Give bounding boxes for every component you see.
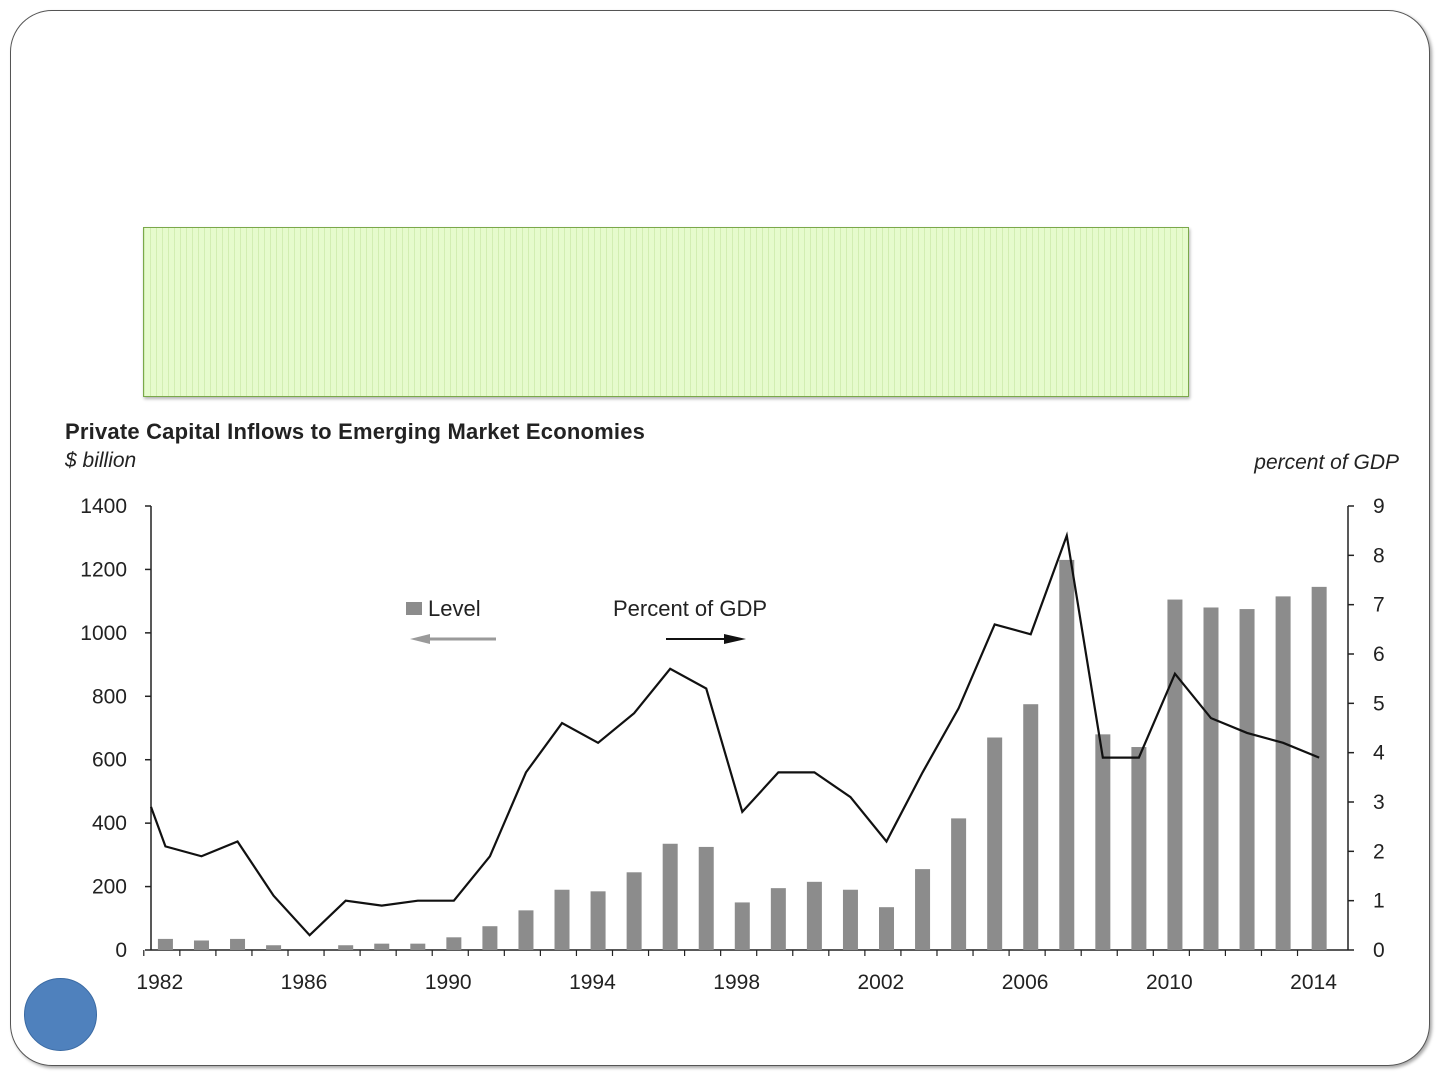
level-bar bbox=[374, 943, 390, 950]
x-axis-tick-label: 2006 bbox=[1002, 971, 1049, 994]
x-axis-tick-label: 2014 bbox=[1290, 971, 1337, 994]
level-bar bbox=[590, 891, 606, 950]
level-bar bbox=[662, 843, 678, 950]
level-bar bbox=[1167, 599, 1183, 950]
level-bar bbox=[1311, 586, 1327, 950]
slide-frame bbox=[10, 10, 1430, 1066]
gdp-line bbox=[149, 531, 1320, 937]
slide-title-placeholder[interactable] bbox=[143, 227, 1189, 397]
left-axis-tick-label: 800 bbox=[92, 685, 127, 708]
level-bar bbox=[193, 940, 209, 950]
right-axis-tick-label: 7 bbox=[1373, 594, 1385, 617]
left-axis-tick-label: 0 bbox=[115, 939, 127, 962]
level-bar bbox=[266, 945, 282, 950]
level-bar bbox=[951, 818, 967, 950]
left-axis-tick-label: 1200 bbox=[80, 558, 127, 581]
right-axis-tick-label: 0 bbox=[1373, 939, 1385, 962]
level-bar bbox=[338, 945, 354, 950]
level-bar bbox=[1275, 596, 1291, 950]
legend-level-label: Level bbox=[428, 596, 481, 621]
right-axis-tick-label: 6 bbox=[1373, 643, 1385, 666]
level-bar bbox=[987, 737, 1003, 950]
level-bar bbox=[806, 881, 822, 950]
level-bar bbox=[446, 937, 462, 950]
chart-title: Private Capital Inflows to Emerging Mark… bbox=[65, 419, 646, 444]
x-axis-tick-label: 2010 bbox=[1146, 971, 1193, 994]
x-axis-tick-label: 1998 bbox=[713, 971, 760, 994]
level-bar bbox=[410, 943, 426, 950]
left-axis-tick-label: 1400 bbox=[80, 495, 127, 518]
left-axis-tick-label: 1000 bbox=[80, 622, 127, 645]
legend-left-arrow-icon bbox=[410, 634, 496, 644]
slide-number-badge bbox=[24, 978, 97, 1051]
level-bar bbox=[1095, 734, 1111, 950]
level-bar bbox=[554, 889, 570, 950]
level-bar bbox=[770, 888, 786, 950]
level-bar bbox=[1203, 607, 1219, 950]
x-axis-tick-label: 2002 bbox=[858, 971, 905, 994]
level-bar bbox=[518, 910, 534, 950]
level-bar bbox=[230, 938, 246, 950]
legend-right-arrow-icon bbox=[666, 634, 746, 644]
right-axis-tick-label: 4 bbox=[1373, 742, 1385, 765]
right-axis-tick-label: 5 bbox=[1373, 692, 1385, 715]
level-bar bbox=[734, 902, 750, 950]
right-axis-unit: percent of GDP bbox=[1254, 451, 1399, 474]
level-bar bbox=[842, 889, 858, 950]
x-axis-tick-label: 1990 bbox=[425, 971, 472, 994]
level-bar bbox=[1239, 609, 1255, 950]
level-bar bbox=[626, 872, 642, 950]
level-bar bbox=[879, 907, 895, 950]
right-axis-tick-label: 2 bbox=[1373, 840, 1385, 863]
legend-level-swatch bbox=[406, 602, 422, 615]
gdp-series-line bbox=[149, 531, 1320, 937]
level-bar bbox=[482, 926, 498, 950]
left-axis-tick-label: 200 bbox=[92, 876, 127, 899]
right-axis-tick-label: 8 bbox=[1373, 544, 1385, 567]
chart-legend: Level Percent of GDP bbox=[406, 596, 767, 644]
left-axis-tick-label: 400 bbox=[92, 812, 127, 835]
left-axis-unit: $ billion bbox=[65, 449, 137, 472]
x-axis-tick-label: 1982 bbox=[136, 971, 183, 994]
level-bar bbox=[698, 846, 714, 950]
level-bar bbox=[1023, 704, 1039, 950]
level-bar bbox=[157, 938, 173, 950]
right-axis-tick-label: 3 bbox=[1373, 791, 1385, 814]
left-axis-tick-label: 600 bbox=[92, 749, 127, 772]
x-axis-tick-label: 1994 bbox=[569, 971, 616, 994]
right-axis-tick-label: 1 bbox=[1373, 890, 1385, 913]
chart-axes: 0 200 400 600 800 1000 1200 1400 0 1 2 3 4 5 6 7 8 9 1982 1… bbox=[80, 495, 1385, 994]
level-bar bbox=[1059, 559, 1075, 950]
x-axis-tick-label: 1986 bbox=[281, 971, 328, 994]
level-bar bbox=[915, 869, 931, 950]
level-bars bbox=[157, 559, 1327, 950]
legend-gdp-label: Percent of GDP bbox=[613, 596, 767, 621]
level-bar bbox=[1131, 747, 1147, 950]
right-axis-tick-label: 9 bbox=[1373, 495, 1385, 518]
